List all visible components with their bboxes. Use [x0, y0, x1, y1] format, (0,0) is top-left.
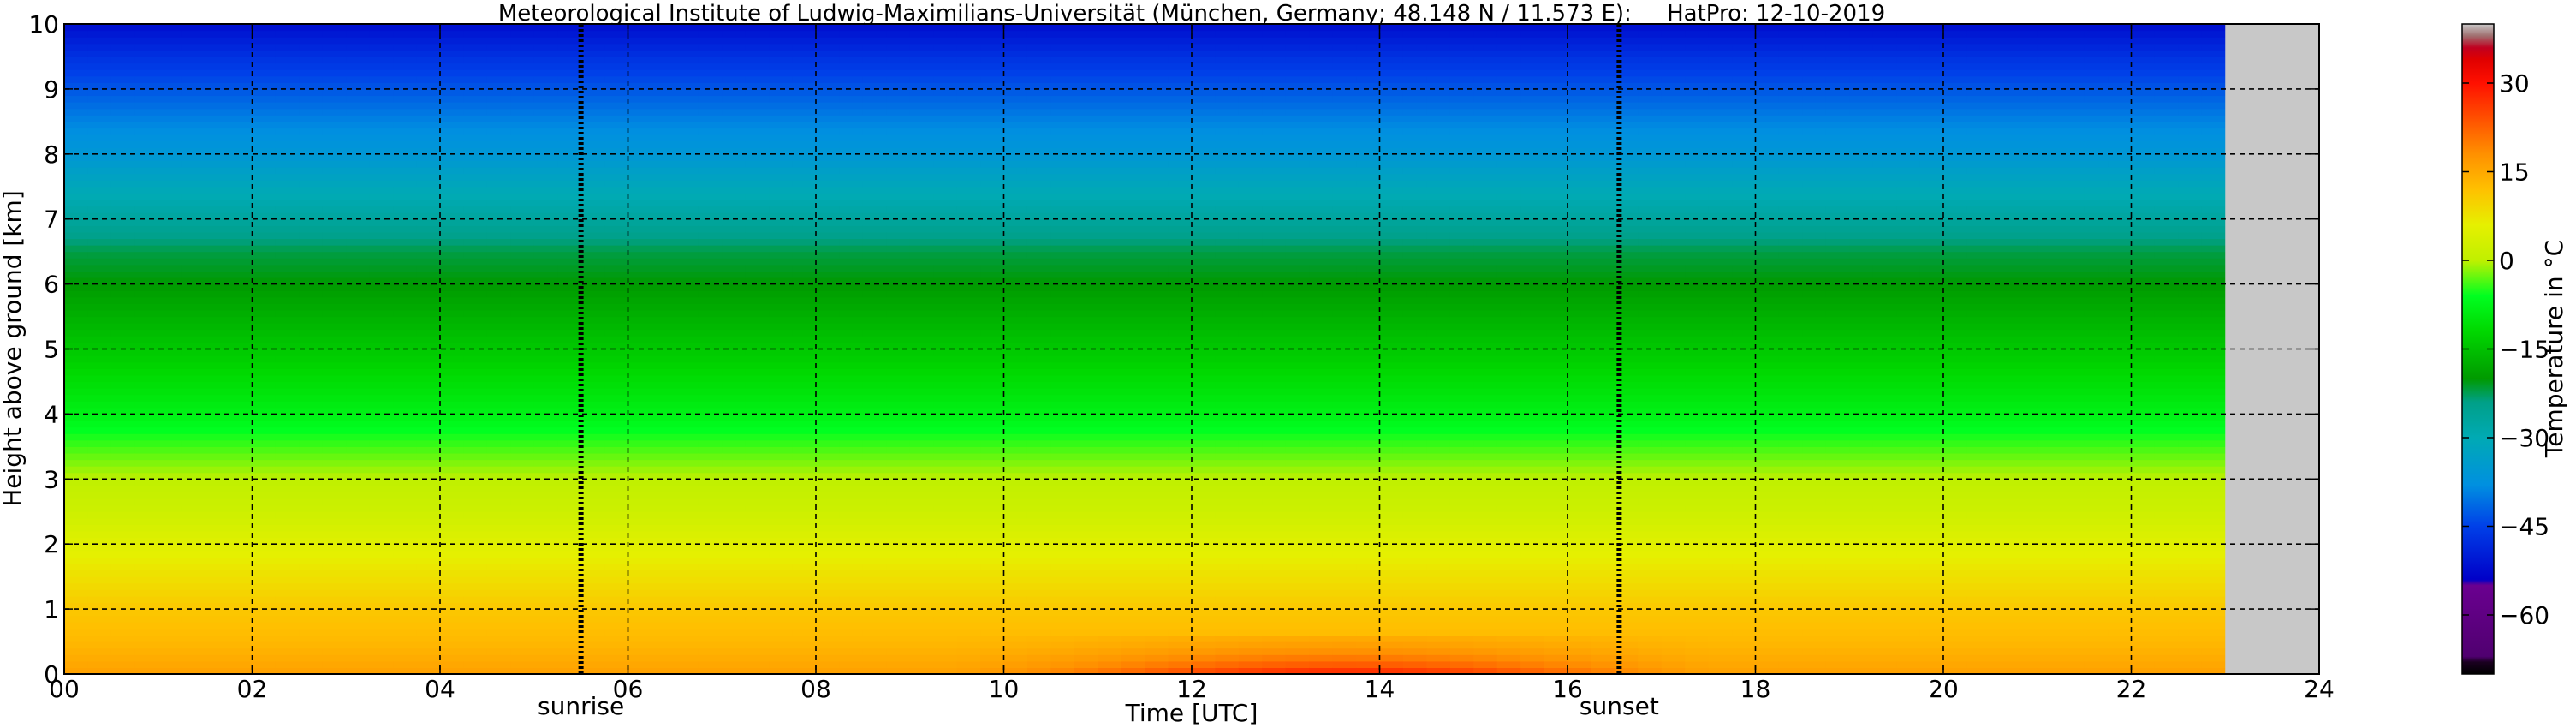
y-tick-label: 9 — [44, 75, 59, 104]
x-tick-label: 12 — [1176, 675, 1207, 703]
y-tick-label: 0 — [44, 660, 59, 689]
x-tick-label: 16 — [1552, 675, 1583, 703]
colorbar-tick-label: −60 — [2499, 601, 2549, 630]
y-tick-label: 3 — [44, 465, 59, 493]
y-tick-label: 1 — [44, 595, 59, 624]
x-tick-label: 18 — [1740, 675, 1771, 703]
x-tick-label: 14 — [1365, 675, 1395, 703]
y-tick-label: 6 — [44, 271, 59, 299]
chart-title: Meteorological Institute of Ludwig-Maxim… — [498, 1, 1885, 27]
x-axis-label: Time [UTC] — [1125, 699, 1258, 727]
x-tick-label: 24 — [2304, 675, 2335, 703]
y-tick-label: 10 — [28, 10, 59, 39]
x-tick-label: 08 — [800, 675, 831, 703]
y-tick-label: 7 — [44, 206, 59, 234]
colorbar-tick-label: −30 — [2499, 424, 2549, 452]
heatmap-cells — [64, 24, 2226, 674]
y-tick-label: 5 — [44, 336, 59, 364]
y-tick-label: 2 — [44, 530, 59, 558]
y-axis-ticks: 0 1 2 3 4 5 6 7 8 9 10 — [28, 10, 2319, 689]
grid-lines — [64, 24, 2319, 674]
sun-event-lines: sunrise sunset — [538, 24, 1659, 720]
x-tick-label: 10 — [989, 675, 1020, 703]
y-axis-label: Height above ground [km] — [0, 190, 27, 507]
sunrise-label: sunrise — [538, 692, 624, 720]
x-axis-ticks: 00 02 04 06 08 10 12 14 16 18 20 22 24 — [49, 24, 2335, 703]
x-tick-label: 22 — [2116, 675, 2147, 703]
y-tick-label: 4 — [44, 400, 59, 428]
y-tick-label: 8 — [44, 140, 59, 169]
x-tick-label: 02 — [237, 675, 268, 703]
x-tick-label: 00 — [49, 675, 80, 703]
colorbar-tick-label: 15 — [2499, 158, 2530, 187]
x-tick-label: 06 — [613, 675, 644, 703]
x-tick-label: 20 — [1928, 675, 1959, 703]
colorbar-tick-label: 30 — [2499, 69, 2530, 98]
colorbar-label: Temperature in °C — [2540, 240, 2568, 458]
colorbar-tick-label: −15 — [2499, 336, 2549, 364]
colorbar-tick-label: 0 — [2499, 247, 2514, 275]
colorbar-tick-label: −45 — [2499, 513, 2549, 541]
sunset-label: sunset — [1580, 692, 1659, 720]
colorbar-ticks: −60 −45 −30 −15 0 15 30 — [2462, 69, 2549, 630]
x-tick-label: 04 — [425, 675, 455, 703]
